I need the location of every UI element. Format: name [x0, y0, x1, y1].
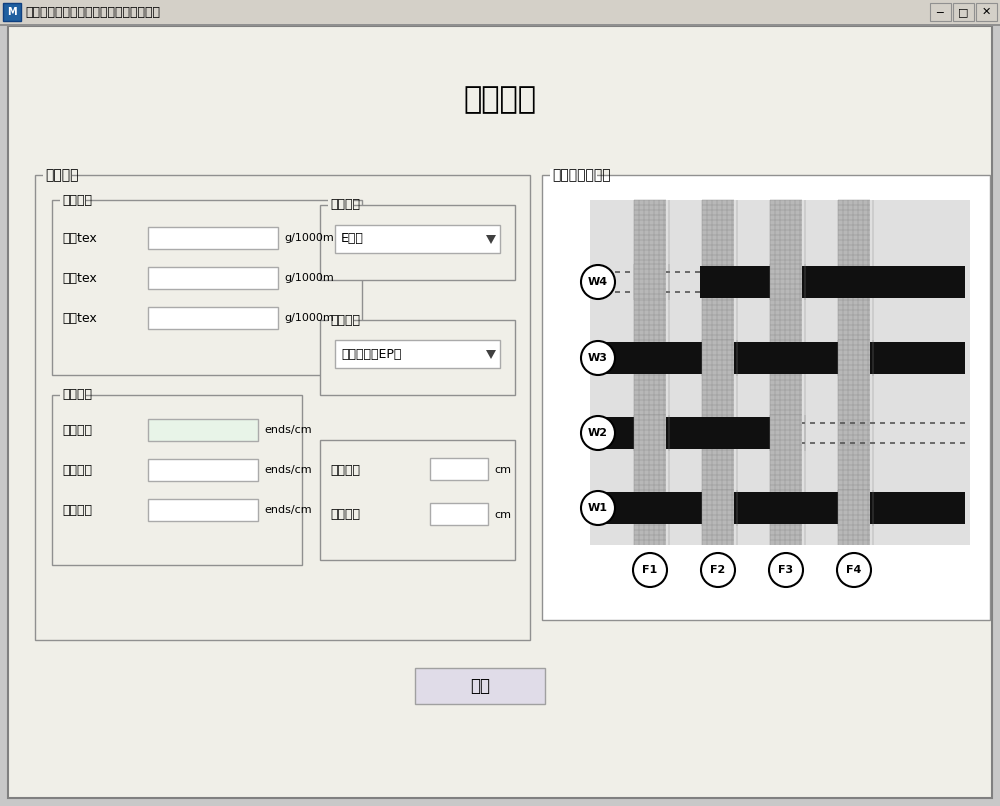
Bar	[0, 24, 1000, 26]
Bar	[976, 3, 997, 21]
Bar	[148, 307, 278, 329]
Text: F2: F2	[710, 565, 726, 575]
Text: W4: W4	[588, 277, 608, 287]
Text: 结构参数: 结构参数	[45, 168, 78, 182]
Bar	[953, 3, 974, 21]
Text: 纬纱tex: 纬纱tex	[62, 272, 97, 285]
Text: ends/cm: ends/cm	[264, 465, 312, 475]
Text: 树脂种类: 树脂种类	[330, 314, 360, 326]
Circle shape	[633, 553, 667, 587]
Text: 经纱密度: 经纱密度	[62, 423, 92, 437]
Bar	[590, 200, 970, 545]
Text: g/1000m: g/1000m	[284, 233, 334, 243]
Text: 环氧树脂（EP）: 环氧树脂（EP）	[341, 347, 401, 360]
Text: cm: cm	[494, 465, 511, 475]
Bar	[320, 320, 515, 395]
Bar	[702, 340, 734, 376]
Bar	[542, 175, 990, 620]
Bar	[3, 3, 21, 21]
Text: 绒经tex: 绒经tex	[62, 311, 97, 325]
Bar	[930, 3, 951, 21]
Text: 绒经密度: 绒经密度	[62, 504, 92, 517]
Circle shape	[701, 553, 735, 587]
Bar	[148, 499, 258, 521]
Text: F3: F3	[778, 565, 794, 575]
Bar	[770, 264, 802, 300]
Text: ends/cm: ends/cm	[264, 425, 312, 435]
Text: F1: F1	[642, 565, 658, 575]
Bar	[838, 340, 870, 376]
Bar	[770, 415, 802, 451]
Bar	[770, 200, 802, 545]
Bar	[52, 200, 362, 375]
Text: 纱线种类: 纱线种类	[330, 198, 360, 211]
Text: 经纱tex: 经纱tex	[62, 231, 97, 244]
Bar	[702, 490, 734, 526]
Text: 参数输入: 参数输入	[464, 85, 536, 114]
Text: 纬纱密度: 纬纱密度	[62, 463, 92, 476]
Circle shape	[581, 491, 615, 525]
Bar	[634, 415, 666, 451]
Text: F4: F4	[846, 565, 862, 575]
Text: ✕: ✕	[981, 7, 991, 17]
Text: 面板厚度: 面板厚度	[330, 463, 360, 476]
Bar	[148, 227, 278, 249]
Text: W1: W1	[588, 503, 608, 513]
Circle shape	[769, 553, 803, 587]
Bar	[595, 492, 965, 524]
Text: cm: cm	[494, 510, 511, 520]
Text: g/1000m: g/1000m	[284, 273, 334, 283]
Bar	[415, 668, 545, 704]
Bar	[595, 417, 770, 449]
Circle shape	[581, 341, 615, 375]
Bar	[35, 175, 530, 640]
Bar	[335, 340, 500, 368]
Text: 纱线规格: 纱线规格	[62, 193, 92, 206]
Polygon shape	[486, 235, 496, 244]
Bar	[335, 225, 500, 253]
Text: W2: W2	[588, 428, 608, 438]
Bar	[430, 503, 488, 525]
Text: E玻璃: E玻璃	[341, 232, 364, 246]
Bar	[148, 419, 258, 441]
Bar	[60, 194, 86, 206]
Text: W3: W3	[588, 353, 608, 363]
Bar	[320, 440, 515, 560]
Text: 芯材高度: 芯材高度	[330, 509, 360, 521]
Bar	[838, 490, 870, 526]
Text: 织物结构示意图: 织物结构示意图	[552, 168, 611, 182]
Bar	[700, 266, 965, 298]
Text: M: M	[7, 7, 17, 17]
Bar	[60, 389, 86, 401]
Polygon shape	[486, 350, 496, 359]
Bar	[838, 200, 870, 545]
Text: 纱线密度: 纱线密度	[62, 388, 92, 401]
Bar	[52, 395, 302, 565]
Bar	[43, 168, 72, 181]
Bar	[148, 459, 258, 481]
Text: 整体中空夹层复合材料力学性能预报系统: 整体中空夹层复合材料力学性能预报系统	[25, 6, 160, 19]
Bar	[634, 264, 666, 300]
Circle shape	[837, 553, 871, 587]
Bar	[148, 267, 278, 289]
Bar	[430, 458, 488, 480]
Bar	[320, 205, 515, 280]
Bar	[595, 342, 965, 374]
Text: □: □	[958, 7, 968, 17]
Bar	[550, 168, 597, 181]
Text: g/1000m: g/1000m	[284, 313, 334, 323]
Text: ─: ─	[937, 7, 943, 17]
Circle shape	[581, 416, 615, 450]
Bar	[328, 314, 354, 326]
Text: 计算: 计算	[470, 677, 490, 695]
Bar	[634, 200, 666, 545]
Circle shape	[581, 265, 615, 299]
Bar	[0, 0, 1000, 26]
Bar	[702, 200, 734, 545]
Bar	[328, 199, 354, 211]
Text: ends/cm: ends/cm	[264, 505, 312, 515]
